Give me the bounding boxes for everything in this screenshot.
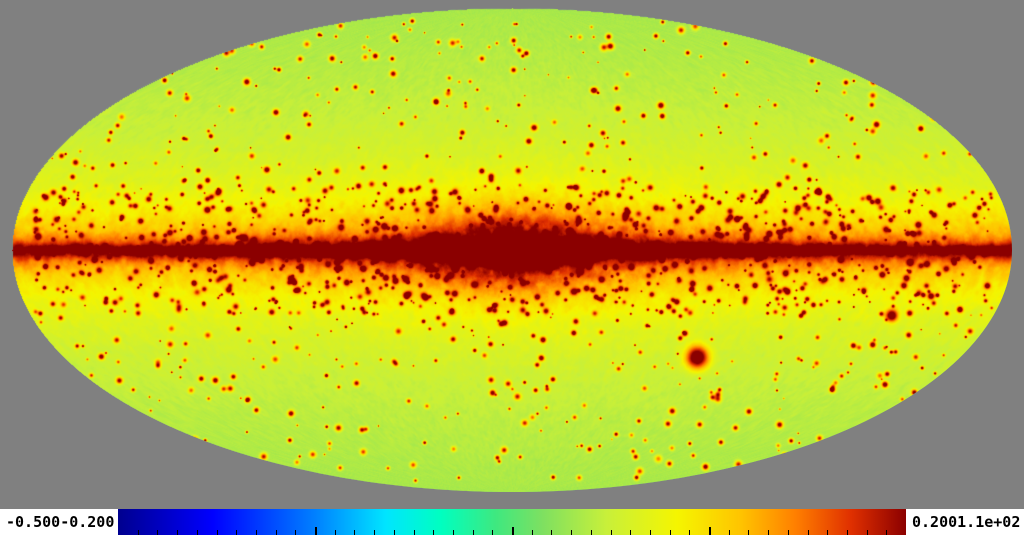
- colorbar-max-label: 1.1e+02: [957, 512, 1021, 531]
- colorbar-min-label: -0.500: [6, 512, 61, 531]
- colorbar-tick-label-high: 0.200: [912, 512, 958, 531]
- sky-map-image: [12, 8, 1012, 492]
- sky-map-container: [12, 8, 1012, 492]
- colorbar-tick-marks: [118, 527, 906, 535]
- colorbar-left-labels: -0.500 -0.200: [0, 509, 118, 535]
- colorbar-gradient: [118, 503, 906, 535]
- all-sky-mollweide-map: [12, 8, 1012, 492]
- colorbar-row: -0.500 -0.200 0.200 1.1e+02: [0, 503, 1024, 535]
- colorbar-right-labels: 0.200 1.1e+02: [906, 509, 1024, 535]
- colorbar-tick-label-low: -0.200: [60, 512, 115, 531]
- colorbar-top-gap: [118, 503, 906, 509]
